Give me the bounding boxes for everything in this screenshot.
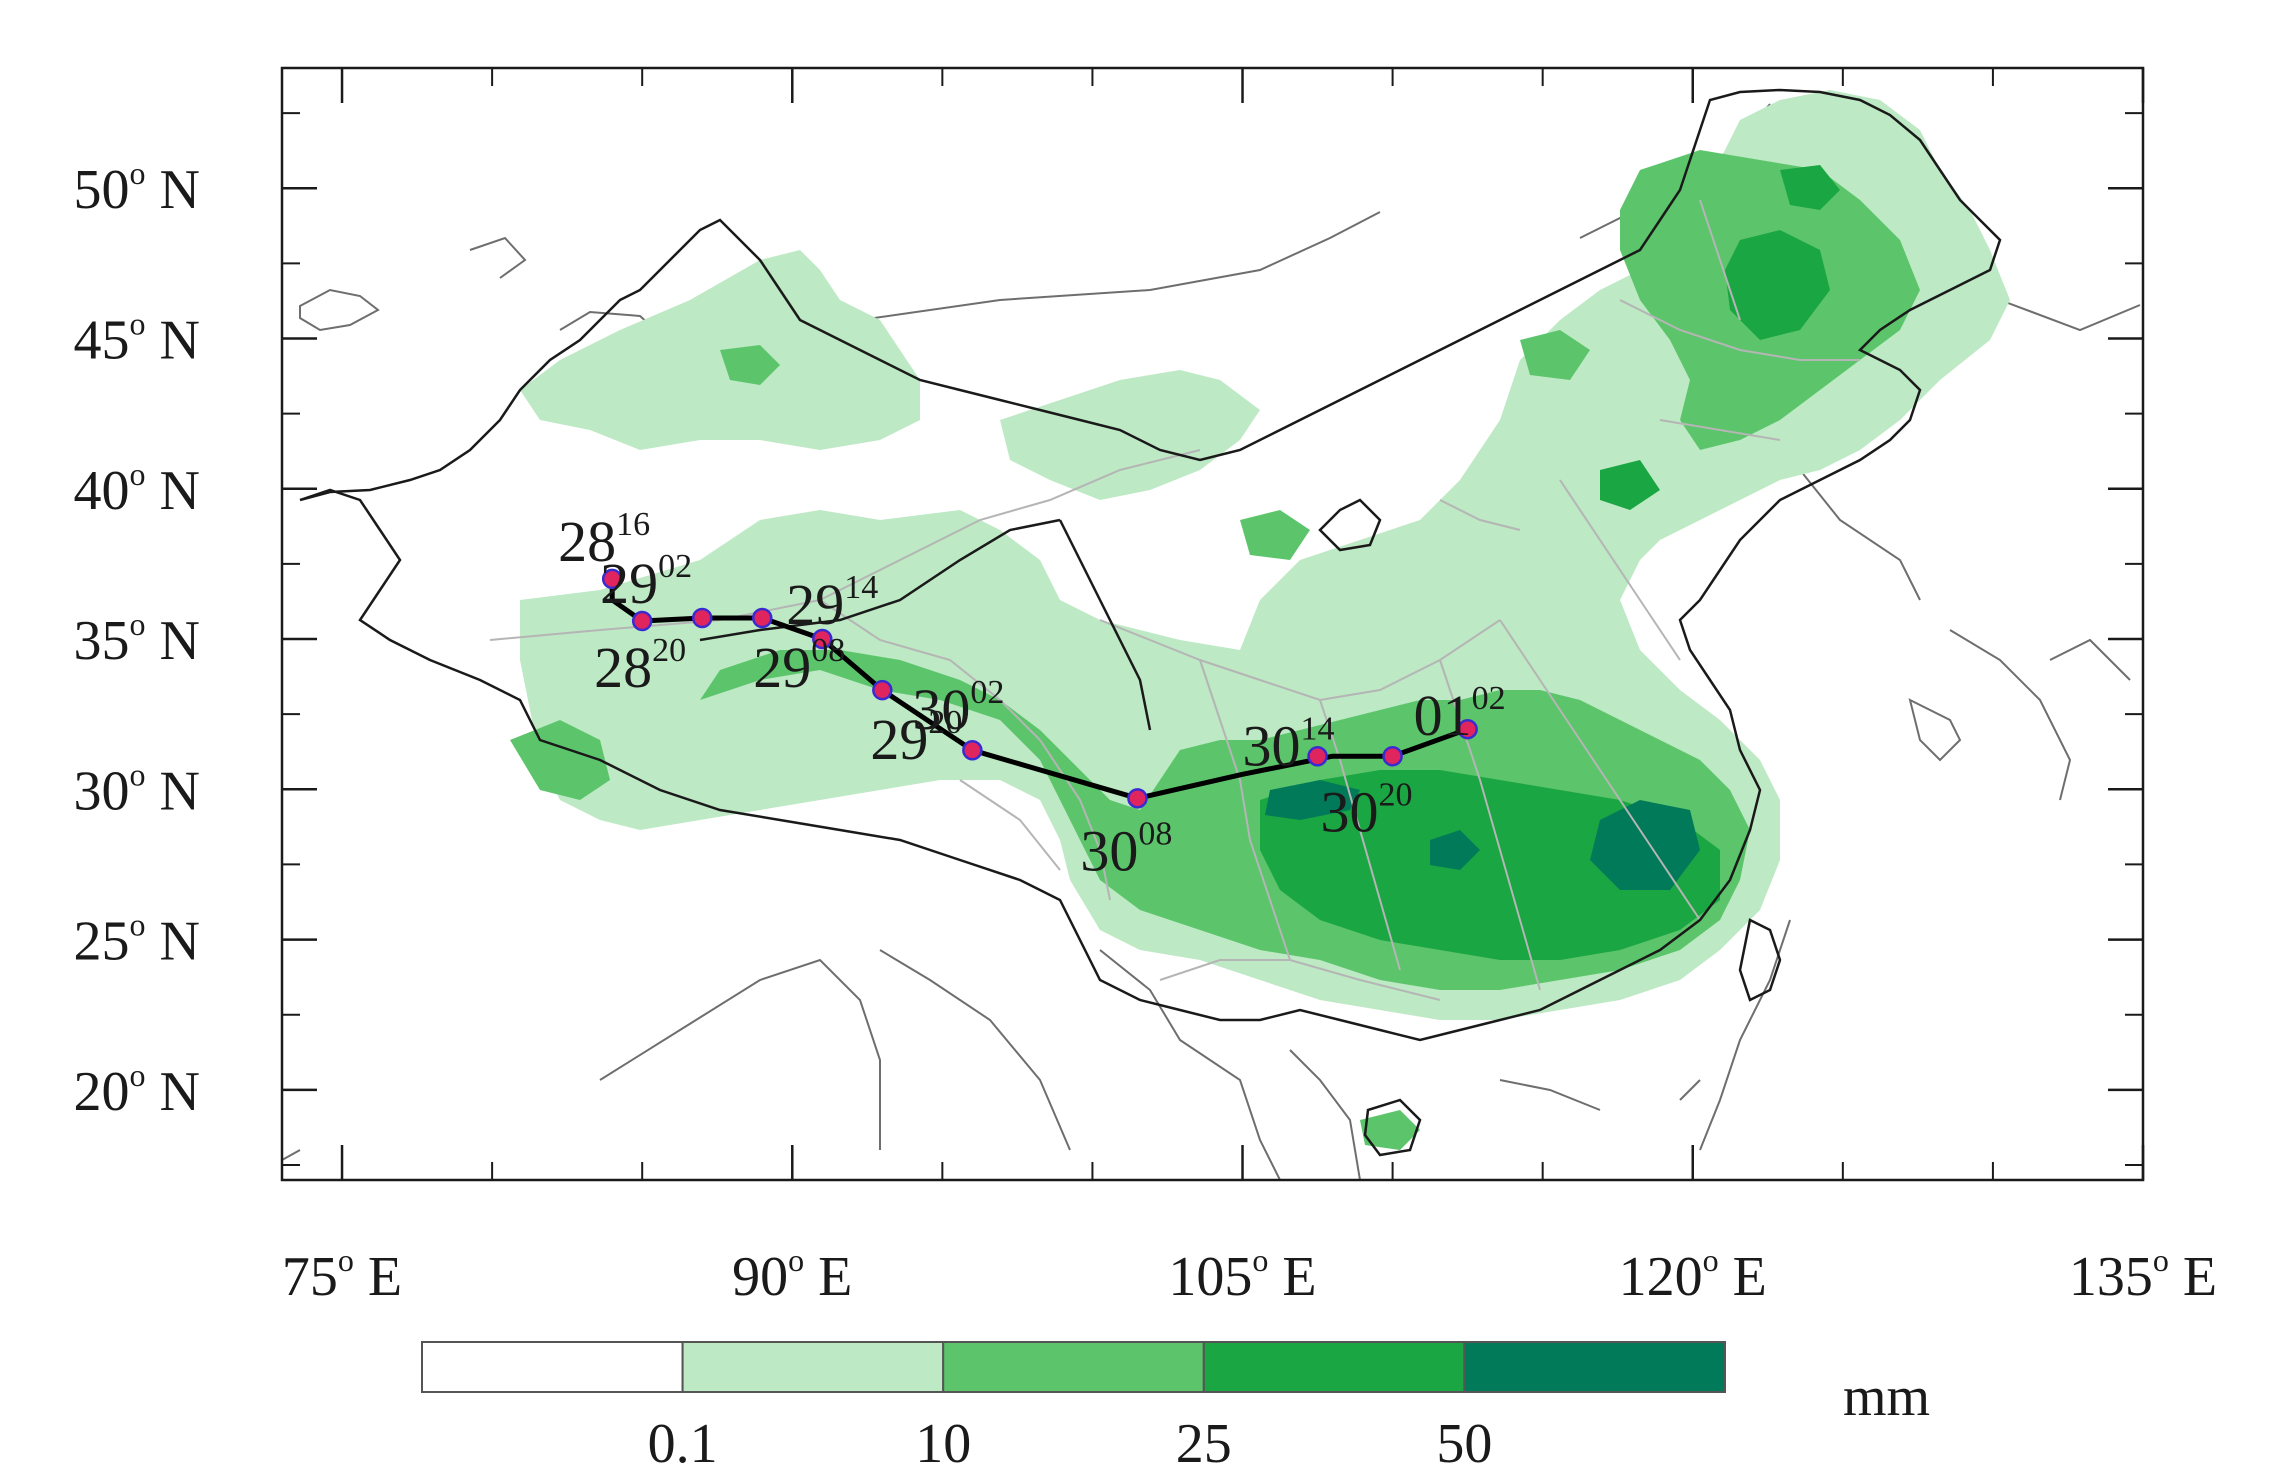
- colorbar-swatch: [942, 1341, 1205, 1393]
- precipitation-shading: [510, 90, 2010, 1150]
- track-point-marker: [601, 568, 623, 590]
- track-time-label: 3008: [1080, 815, 1172, 883]
- y-axis-tick-labels: 50o N 45o N 40o N 35o N 30o N 25o N 20o N: [74, 155, 200, 1123]
- y-tick-label: 20o N: [74, 1057, 200, 1123]
- y-tick-label: 50o N: [74, 155, 200, 221]
- track-time-label: 0102: [1414, 680, 1506, 748]
- plot-border: [280, 66, 2145, 1182]
- china-boundary: [299, 88, 2002, 1157]
- colorbar-swatch: [681, 1341, 945, 1393]
- track-markers: [601, 568, 1478, 809]
- track-time-label: 2820: [594, 632, 686, 700]
- x-tick-label: 120o E: [1619, 1242, 1767, 1308]
- track-time-label: 2816: [558, 506, 650, 574]
- track-point-marker: [1127, 788, 1148, 809]
- colorbar-swatch: [421, 1341, 684, 1393]
- colorbar-labels: 0.1 10 25 50: [648, 1413, 1493, 1470]
- y-tick-label: 40o N: [74, 456, 200, 522]
- colorbar-swatch: [1202, 1341, 1466, 1393]
- track-point-marker: [962, 739, 983, 761]
- colorbar-unit: mm: [1843, 1366, 1930, 1428]
- neighbor-boundaries: [282, 103, 2141, 1180]
- track-time-label: 2920: [870, 704, 962, 772]
- y-tick-label: 30o N: [74, 756, 200, 822]
- colorbar-boundary-label: 25: [1176, 1413, 1232, 1470]
- colorbar-swatch: [1463, 1341, 1727, 1393]
- track-time-label: 3020: [1321, 776, 1413, 844]
- colorbar-boundary-label: 10: [915, 1413, 971, 1470]
- province-boundaries: [489, 199, 1860, 1001]
- track-time-label: 2908: [753, 632, 845, 700]
- y-tick-label: 25o N: [74, 907, 200, 973]
- track-point-marker: [1307, 745, 1328, 767]
- x-tick-label: 135o E: [2069, 1242, 2217, 1308]
- track-time-label: 3002: [912, 674, 1004, 742]
- colorbar-boundary-label: 0.1: [648, 1413, 718, 1470]
- y-tick-label: 45o N: [74, 305, 200, 371]
- x-axis-tick-labels: 75o E 90o E 105o E 120o E 135o E: [282, 1242, 2217, 1308]
- colorbar-boundary-label: 50: [1436, 1413, 1492, 1470]
- track-point-marker: [812, 628, 833, 650]
- x-tick-label: 90o E: [732, 1242, 852, 1308]
- track-point-marker: [872, 679, 893, 701]
- x-tick-label: 75o E: [282, 1242, 402, 1308]
- track-point-marker: [752, 607, 773, 629]
- track-point-marker: [631, 610, 653, 632]
- axis-ticks: [282, 68, 2145, 1180]
- precipitation-colorbar: [421, 1341, 1727, 1393]
- track-time-label: 2902: [600, 548, 692, 616]
- x-tick-label: 105o E: [1168, 1242, 1316, 1308]
- track-point-marker: [1457, 718, 1478, 740]
- track-point-marker: [691, 607, 713, 629]
- track-point-marker: [1382, 745, 1403, 767]
- track-time-label: 3014: [1243, 710, 1335, 778]
- track-time-label: 2914: [786, 569, 878, 637]
- y-tick-label: 35o N: [74, 606, 200, 672]
